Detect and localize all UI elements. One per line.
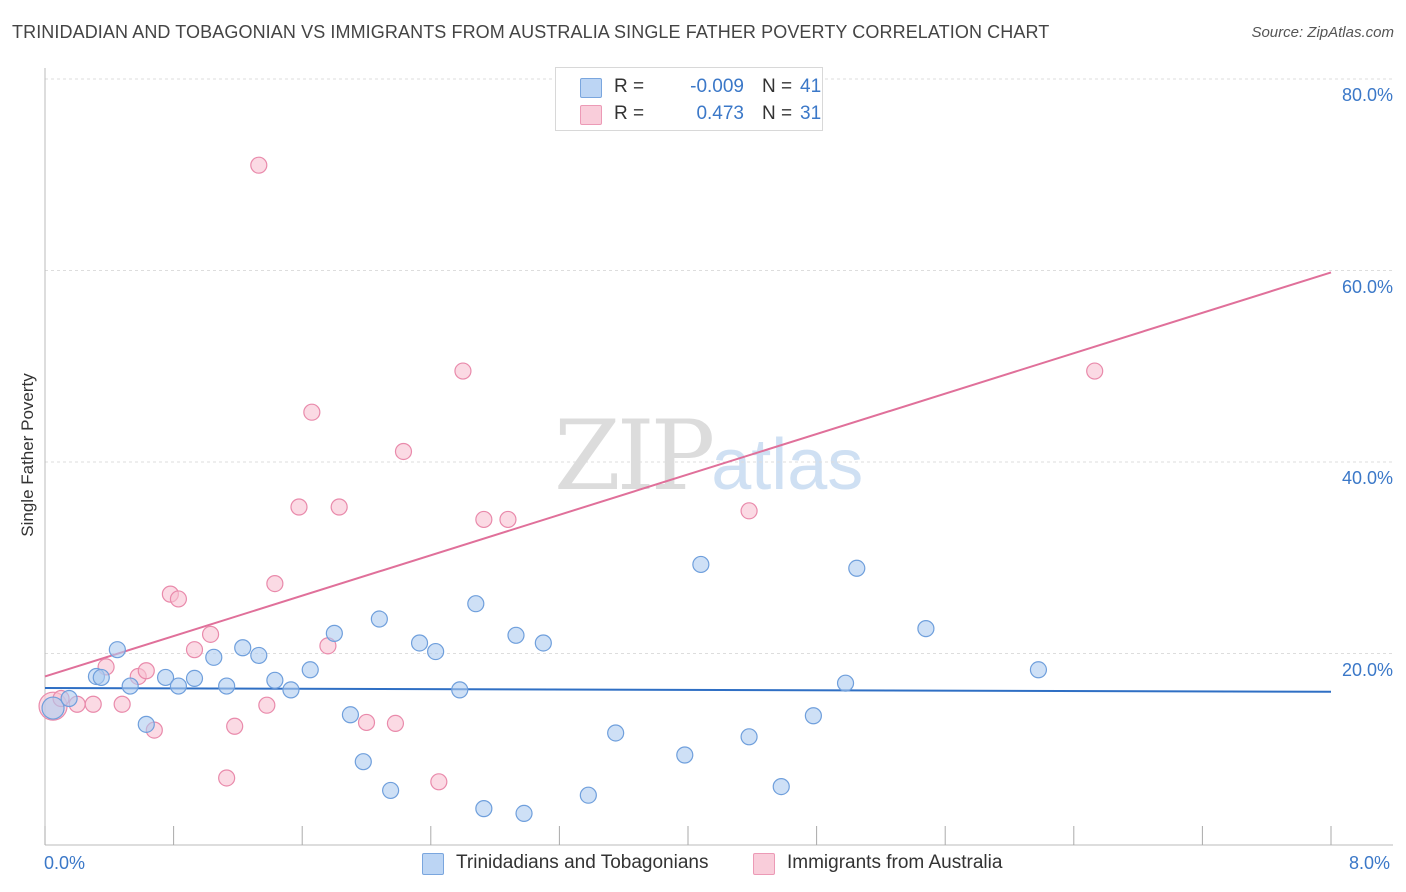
point-trinidadians bbox=[467, 595, 485, 613]
legend-n-label: N = bbox=[762, 76, 793, 97]
point-trinidadians bbox=[836, 674, 855, 692]
legend-n-value: 41 bbox=[800, 76, 822, 97]
source-label: Source: ZipAtlas.com bbox=[1251, 24, 1394, 41]
point-trinidadians bbox=[137, 715, 155, 733]
point-australia bbox=[290, 498, 308, 516]
legend-r-value: -0.009 bbox=[690, 76, 744, 97]
point-australia bbox=[185, 641, 204, 659]
point-trinidadians bbox=[108, 641, 126, 659]
point-australia bbox=[201, 625, 220, 643]
gridlines bbox=[45, 78, 1393, 654]
point-australia bbox=[357, 713, 376, 732]
point-australia bbox=[250, 156, 268, 174]
point-australia bbox=[740, 502, 758, 520]
watermark-atlas: atlas bbox=[711, 425, 864, 505]
legend-swatch-blue bbox=[580, 78, 602, 98]
point-australia bbox=[1086, 362, 1104, 380]
point-trinidadians bbox=[266, 671, 284, 689]
point-australia bbox=[475, 510, 493, 529]
point-australia bbox=[137, 662, 155, 680]
trend-line-australia bbox=[44, 271, 1332, 678]
point-trinidadians bbox=[676, 746, 694, 764]
x-tick-label-min: 0.0% bbox=[44, 853, 86, 873]
legend-r-label: R = bbox=[614, 76, 645, 97]
point-trinidadians bbox=[185, 669, 204, 687]
point-australia bbox=[394, 442, 413, 461]
point-australia bbox=[113, 695, 131, 713]
point-trinidadians bbox=[917, 620, 935, 638]
y-tick-label: 40.0% bbox=[1341, 468, 1393, 488]
point-trinidadians bbox=[382, 781, 400, 800]
point-trinidadians bbox=[282, 681, 300, 699]
point-trinidadians bbox=[848, 559, 866, 577]
point-australia bbox=[266, 575, 284, 593]
legend-swatch-pink bbox=[580, 105, 602, 125]
point-australia bbox=[454, 362, 472, 380]
correlation-legend: R = -0.009 N = 41 R = 0.473 N = 31 bbox=[555, 67, 823, 131]
legend-label-trinidadians: Trinidadians and Tobagonians bbox=[456, 852, 709, 873]
point-trinidadians bbox=[410, 634, 429, 652]
legend-r-value: 0.473 bbox=[696, 103, 744, 124]
point-trinidadians bbox=[156, 668, 175, 687]
point-trinidadians bbox=[41, 696, 65, 720]
point-australia bbox=[430, 773, 448, 791]
point-trinidadians bbox=[234, 639, 252, 657]
point-trinidadians bbox=[579, 786, 597, 804]
point-australia bbox=[226, 717, 244, 735]
point-trinidadians bbox=[341, 706, 360, 724]
legend-n-value: 31 bbox=[800, 103, 822, 124]
point-trinidadians bbox=[451, 681, 469, 699]
x-tick-label-max: 8.0% bbox=[1349, 853, 1391, 873]
point-trinidadians bbox=[534, 634, 552, 652]
point-trinidadians bbox=[354, 753, 372, 771]
trend-line-trinidadians bbox=[44, 686, 1332, 693]
point-australia bbox=[499, 510, 517, 529]
watermark-zip: ZIP bbox=[554, 400, 715, 512]
y-tick-label: 20.0% bbox=[1341, 659, 1393, 680]
point-trinidadians bbox=[301, 661, 319, 679]
point-trinidadians bbox=[370, 610, 388, 628]
point-trinidadians bbox=[740, 728, 758, 746]
point-trinidadians bbox=[804, 707, 822, 725]
point-trinidadians bbox=[218, 677, 236, 695]
point-trinidadians bbox=[169, 677, 188, 695]
point-trinidadians bbox=[250, 646, 268, 665]
point-trinidadians bbox=[1029, 661, 1048, 679]
point-trinidadians bbox=[772, 777, 790, 796]
point-australia bbox=[303, 403, 321, 421]
trend-lines bbox=[44, 271, 1332, 693]
point-trinidadians bbox=[427, 642, 445, 661]
chart-title: TRINIDADIAN AND TOBAGONIAN VS IMMIGRANTS… bbox=[12, 22, 1050, 42]
legend-label-australia: Immigrants from Australia bbox=[787, 852, 1003, 873]
point-trinidadians bbox=[507, 626, 525, 644]
point-australia bbox=[386, 714, 405, 732]
y-axis-label: Single Father Poverty bbox=[18, 373, 37, 537]
point-australia bbox=[218, 769, 236, 787]
point-trinidadians bbox=[205, 648, 223, 666]
point-australia bbox=[258, 696, 276, 714]
legend-swatch-blue bbox=[422, 853, 444, 875]
point-trinidadians bbox=[692, 555, 710, 574]
point-trinidadians bbox=[515, 804, 533, 823]
y-tick-label: 80.0% bbox=[1341, 85, 1393, 105]
point-australia bbox=[84, 695, 102, 713]
watermark: ZIPatlas bbox=[554, 400, 863, 512]
point-trinidadians bbox=[607, 724, 625, 742]
point-trinidadians bbox=[121, 677, 139, 695]
legend-r-label: R = bbox=[614, 103, 645, 124]
y-tick-label: 60.0% bbox=[1341, 276, 1393, 297]
point-australia bbox=[169, 590, 188, 608]
point-trinidadians bbox=[475, 800, 493, 818]
legend-swatch-pink bbox=[753, 853, 775, 875]
point-trinidadians bbox=[60, 689, 78, 708]
point-australia bbox=[330, 498, 348, 516]
point-trinidadians bbox=[92, 668, 110, 687]
data-points bbox=[38, 156, 1104, 823]
point-trinidadians bbox=[325, 624, 343, 642]
legend-n-label: N = bbox=[762, 103, 793, 124]
axes bbox=[44, 68, 1393, 846]
